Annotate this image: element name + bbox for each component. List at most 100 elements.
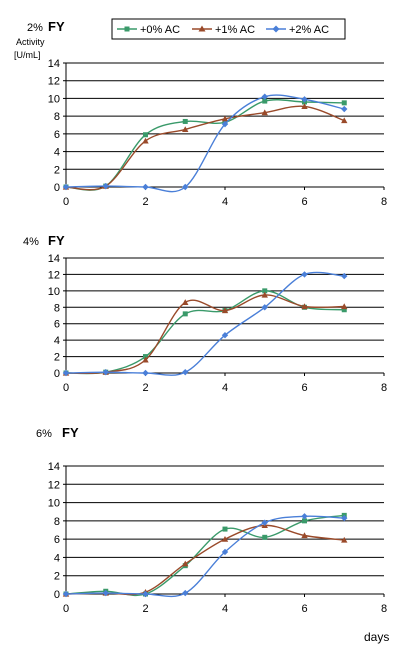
data-point-s2-p4 <box>221 120 229 128</box>
legend-label-0: +0% AC <box>140 24 180 36</box>
panel-title-3: 6% FY <box>36 425 79 440</box>
y-tick-label-4: 8 <box>54 111 60 123</box>
data-point-s0-p4 <box>222 526 228 532</box>
y-tick-label-3: 6 <box>54 129 60 141</box>
y-tick-label-5: 10 <box>48 93 60 105</box>
data-point-s2-p3 <box>182 368 189 376</box>
data-point-s2-p7 <box>341 272 348 280</box>
legend-entry-1: +1% AC <box>192 24 255 36</box>
panel-title-emph: FY <box>48 19 65 34</box>
data-point-s0-p7 <box>341 100 347 106</box>
data-point-s1-p4 <box>221 535 229 542</box>
x-tick-label-4: 8 <box>381 382 387 394</box>
series-line-2 <box>65 271 345 376</box>
x-tick-label-0: 0 <box>63 196 69 208</box>
y-tick-label-5: 10 <box>48 498 60 510</box>
data-point-s1-p7 <box>341 536 348 543</box>
data-point-s1-p7 <box>341 303 348 310</box>
series-line-1 <box>65 294 345 375</box>
panel-title-1: 2% FY <box>27 19 65 34</box>
x-tick-label-0: 0 <box>63 603 69 615</box>
data-point-s0-p7 <box>341 307 347 313</box>
data-point-s1-p7 <box>341 117 348 124</box>
y-tick-label-7: 14 <box>48 461 60 473</box>
data-point-s1-p4 <box>221 115 229 122</box>
legend-entry-2: +2% AC <box>266 24 329 36</box>
x-tick-label-3: 6 <box>301 196 307 208</box>
series-line-0 <box>65 99 345 191</box>
data-point-s2-p4 <box>221 332 229 339</box>
x-tick-label-0: 0 <box>63 382 69 394</box>
chart-panel-1: 0 2 4 6 8 10 12 14 0 2 4 6 8 <box>48 58 387 208</box>
data-point-s2-p6 <box>301 271 308 278</box>
data-point-s2-p6 <box>301 96 308 103</box>
y-tick-label-2: 4 <box>54 552 60 564</box>
data-point-s1-p3 <box>182 299 189 305</box>
y-tick-label-6: 12 <box>48 479 60 491</box>
legend-label-1: +1% AC <box>215 24 255 36</box>
data-point-s2-p3 <box>182 183 189 191</box>
panel-title-prefix: 4% <box>23 236 39 248</box>
y-tick-label-3: 6 <box>54 534 60 546</box>
data-point-s0-p3 <box>182 311 188 317</box>
legend-marker-triangle-icon <box>198 25 206 32</box>
series-line-2 <box>65 515 345 598</box>
y-tick-label-4: 8 <box>54 516 60 528</box>
data-point-s2-p5 <box>261 519 268 526</box>
data-point-s2-p4 <box>221 548 229 556</box>
data-point-s1-p5 <box>261 109 268 116</box>
panel-title-emph: FY <box>62 425 79 440</box>
y-tick-label-1: 2 <box>54 571 60 583</box>
x-tick-label-3: 6 <box>301 603 307 615</box>
panel-title-prefix: 6% <box>36 428 52 440</box>
data-point-s2-p2 <box>142 369 149 377</box>
series-line-2 <box>65 94 345 193</box>
data-point-s0-p6 <box>302 518 307 524</box>
y-tick-label-7: 14 <box>48 58 60 70</box>
data-point-s0-p5 <box>262 534 268 540</box>
data-point-s2-p2 <box>142 183 149 191</box>
x-tick-label-2: 4 <box>222 196 228 208</box>
x-tick-label-4: 8 <box>381 196 387 208</box>
data-point-s1-p6 <box>301 303 308 310</box>
data-point-s2-p7 <box>341 105 348 113</box>
chart-panel-3: 0 2 4 6 8 10 12 14 0 2 4 6 8 <box>48 461 387 615</box>
y-tick-label-6: 12 <box>48 269 60 281</box>
series-line-0 <box>65 514 345 597</box>
y-tick-label-7: 14 <box>48 253 60 265</box>
data-point-s0-p5 <box>262 98 268 104</box>
data-point-s1-p2 <box>142 356 149 363</box>
x-tick-label-1: 2 <box>142 603 148 615</box>
y-tick-label-1: 2 <box>54 164 60 176</box>
y-tick-label-0: 0 <box>54 368 60 380</box>
data-point-s2-p0 <box>62 369 70 377</box>
data-point-s2-p5 <box>261 304 268 311</box>
data-point-s2-p5 <box>261 93 268 100</box>
legend-label-2: +2% AC <box>289 24 329 36</box>
panel-title-prefix: 2% <box>27 22 43 34</box>
data-point-s1-p3 <box>182 560 189 567</box>
y-tick-label-2: 4 <box>54 147 60 159</box>
x-axis-label: days <box>364 630 389 644</box>
series-line-1 <box>65 105 345 191</box>
data-point-s0-p5 <box>262 288 268 294</box>
panel-title-2: 4% FY <box>23 233 65 248</box>
data-point-s2-p1 <box>102 589 109 597</box>
data-point-s1-p6 <box>301 103 308 109</box>
data-point-s2-p1 <box>102 368 109 376</box>
data-point-s2-p2 <box>142 590 149 598</box>
data-point-s0-p3 <box>182 118 188 124</box>
data-point-s1-p2 <box>142 137 149 144</box>
y-tick-label-0: 0 <box>54 589 60 601</box>
legend: +0% AC +1% AC +2% AC <box>111 18 346 40</box>
y-tick-label-3: 6 <box>54 319 60 331</box>
data-point-s2-p3 <box>182 589 189 597</box>
x-tick-label-2: 4 <box>222 603 228 615</box>
y-tick-label-4: 8 <box>54 302 60 314</box>
data-point-s1-p5 <box>261 291 268 298</box>
x-tick-label-1: 2 <box>142 196 148 208</box>
data-point-s2-p0 <box>62 183 70 191</box>
chart-panel-2: 0 2 4 6 8 10 12 14 0 2 4 6 8 <box>48 253 387 394</box>
series-line-1 <box>65 524 345 596</box>
